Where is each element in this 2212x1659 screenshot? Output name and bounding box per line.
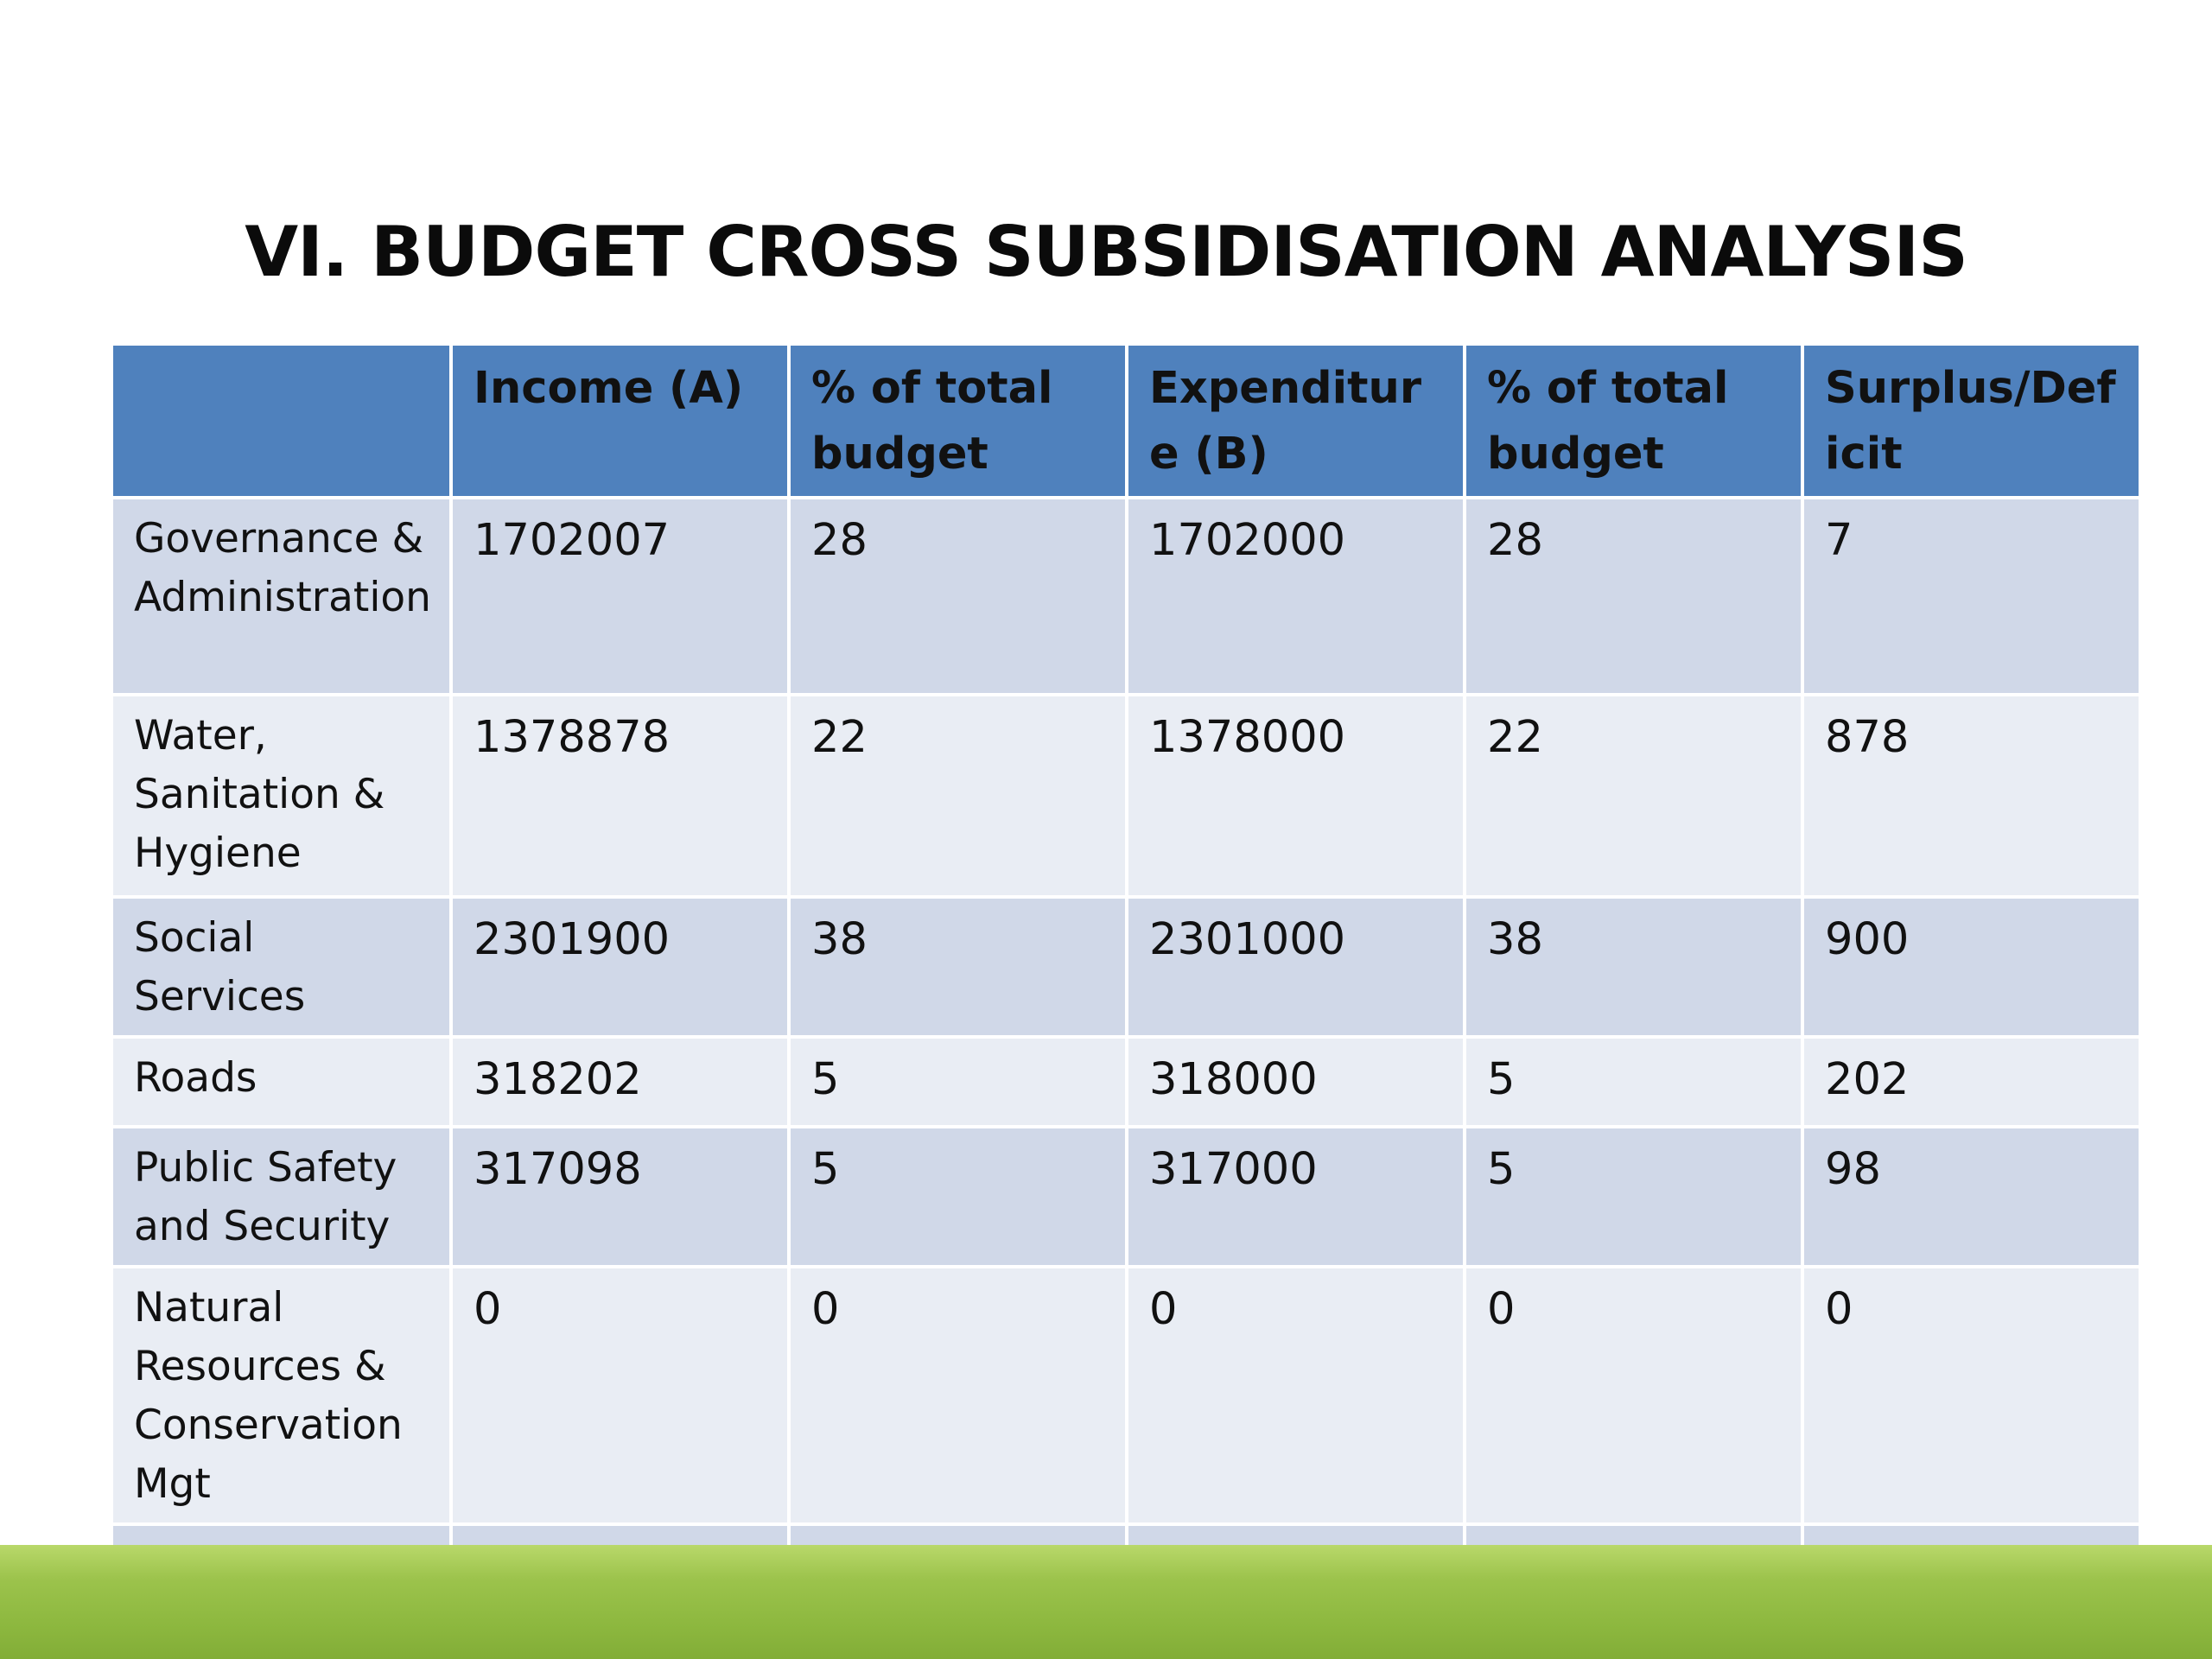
row-label: Natural Resources & Conservation Mgt <box>110 1265 453 1526</box>
cell-surplus: 878 <box>1801 693 2142 899</box>
header-expenditure-percent: % of total budget <box>1463 342 1804 499</box>
table-header-row: Income (A) % of total budget Expenditure… <box>110 342 2142 499</box>
cell-expenditure-percent: 22 <box>1463 693 1804 899</box>
cell-expenditure-percent: 5 <box>1463 1035 1804 1128</box>
cell-surplus: 0 <box>1801 1265 2142 1526</box>
cell-expenditure: 2301000 <box>1125 895 1466 1039</box>
table-row: Roads 318202 5 318000 5 202 <box>110 1035 2142 1128</box>
cell-surplus: 900 <box>1801 895 2142 1039</box>
row-label: Governance & Administration <box>110 496 453 696</box>
cell-surplus: 98 <box>1801 1125 2142 1268</box>
cell-expenditure: 317000 <box>1125 1125 1466 1268</box>
cell-expenditure: 1378000 <box>1125 693 1466 899</box>
cell-expenditure-percent: 5 <box>1463 1125 1804 1268</box>
row-label: Social Services <box>110 895 453 1039</box>
budget-table-container: Income (A) % of total budget Expenditure… <box>110 342 2142 1614</box>
header-income: Income (A) <box>449 342 791 499</box>
table-row: Governance & Administration 1702007 28 1… <box>110 496 2142 696</box>
cell-income: 0 <box>449 1265 791 1526</box>
cell-surplus: 202 <box>1801 1035 2142 1128</box>
header-blank <box>110 342 453 499</box>
header-income-percent: % of total budget <box>787 342 1128 499</box>
slide-title: VI. BUDGET CROSS SUBSIDISATION ANALYSIS <box>245 211 1968 292</box>
cell-expenditure: 1702000 <box>1125 496 1466 696</box>
cell-expenditure-percent: 0 <box>1463 1265 1804 1526</box>
footer-green-bar <box>0 1545 2212 1659</box>
table-row: Public Safety and Security 317098 5 3170… <box>110 1125 2142 1268</box>
cell-expenditure: 318000 <box>1125 1035 1466 1128</box>
cell-income-percent: 5 <box>787 1125 1128 1268</box>
cell-income-percent: 0 <box>787 1265 1128 1526</box>
cell-expenditure-percent: 28 <box>1463 496 1804 696</box>
table-row: Social Services 2301900 38 2301000 38 90… <box>110 895 2142 1039</box>
cell-income: 318202 <box>449 1035 791 1128</box>
cell-income: 317098 <box>449 1125 791 1268</box>
cell-income: 1702007 <box>449 496 791 696</box>
cell-income-percent: 22 <box>787 693 1128 899</box>
row-label: Public Safety and Security <box>110 1125 453 1268</box>
table-row: Natural Resources & Conservation Mgt 0 0… <box>110 1265 2142 1526</box>
cell-surplus: 7 <box>1801 496 2142 696</box>
cell-expenditure-percent: 38 <box>1463 895 1804 1039</box>
row-label: Roads <box>110 1035 453 1128</box>
cell-income-percent: 28 <box>787 496 1128 696</box>
cell-income: 1378878 <box>449 693 791 899</box>
budget-table: Income (A) % of total budget Expenditure… <box>110 342 2142 1614</box>
cell-income-percent: 5 <box>787 1035 1128 1128</box>
cell-income: 2301900 <box>449 895 791 1039</box>
header-expenditure: Expenditure (B) <box>1125 342 1466 499</box>
cell-expenditure: 0 <box>1125 1265 1466 1526</box>
table-row: Water, Sanitation & Hygiene 1378878 22 1… <box>110 693 2142 899</box>
cell-income-percent: 38 <box>787 895 1128 1039</box>
row-label: Water, Sanitation & Hygiene <box>110 693 453 899</box>
header-surplus-deficit: Surplus/Deficit <box>1801 342 2142 499</box>
